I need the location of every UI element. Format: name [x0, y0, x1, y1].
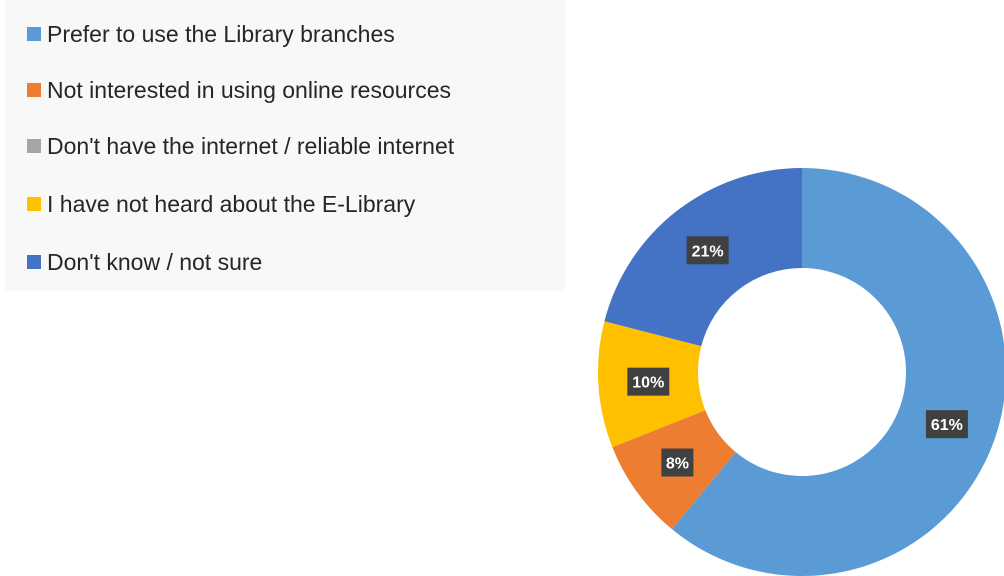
legend-item: Don't have the internet / reliable inter…: [27, 131, 454, 161]
legend-swatch: [27, 139, 41, 153]
legend-item: Don't know / not sure: [27, 247, 262, 277]
data-label-text: 61%: [931, 417, 963, 434]
legend-label: Don't have the internet / reliable inter…: [47, 132, 455, 159]
legend: Prefer to use the Library branches Not in…: [5, 0, 565, 291]
data-label: 61%: [925, 410, 968, 439]
data-label-background: [686, 236, 729, 265]
data-label-text: 10%: [632, 375, 664, 392]
data-label: 8%: [661, 448, 694, 477]
legend-swatch: [27, 197, 41, 211]
legend-label: Not interested in using online resources: [47, 76, 452, 103]
data-label-text: 21%: [692, 243, 724, 260]
data-label: 10%: [627, 367, 670, 396]
data-label-text: 8%: [666, 456, 689, 473]
legend-swatch: [27, 83, 41, 97]
legend-item: Not interested in using online resources: [27, 75, 451, 105]
data-label: 21%: [686, 236, 729, 265]
data-label-background: [925, 410, 968, 439]
legend-swatch: [27, 255, 41, 269]
legend-label: Don't know / not sure: [47, 248, 263, 275]
legend-swatch: [27, 27, 41, 41]
doughnut-slice: [671, 168, 1004, 576]
legend-item: Prefer to use the Library branches: [27, 19, 395, 49]
legend-label: Prefer to use the Library branches: [47, 20, 395, 47]
legend-label: I have not heard about the E-Library: [47, 190, 416, 217]
legend-item: I have not heard about the E-Library: [27, 189, 415, 219]
data-label-background: [661, 448, 694, 477]
data-label-background: [627, 367, 670, 396]
